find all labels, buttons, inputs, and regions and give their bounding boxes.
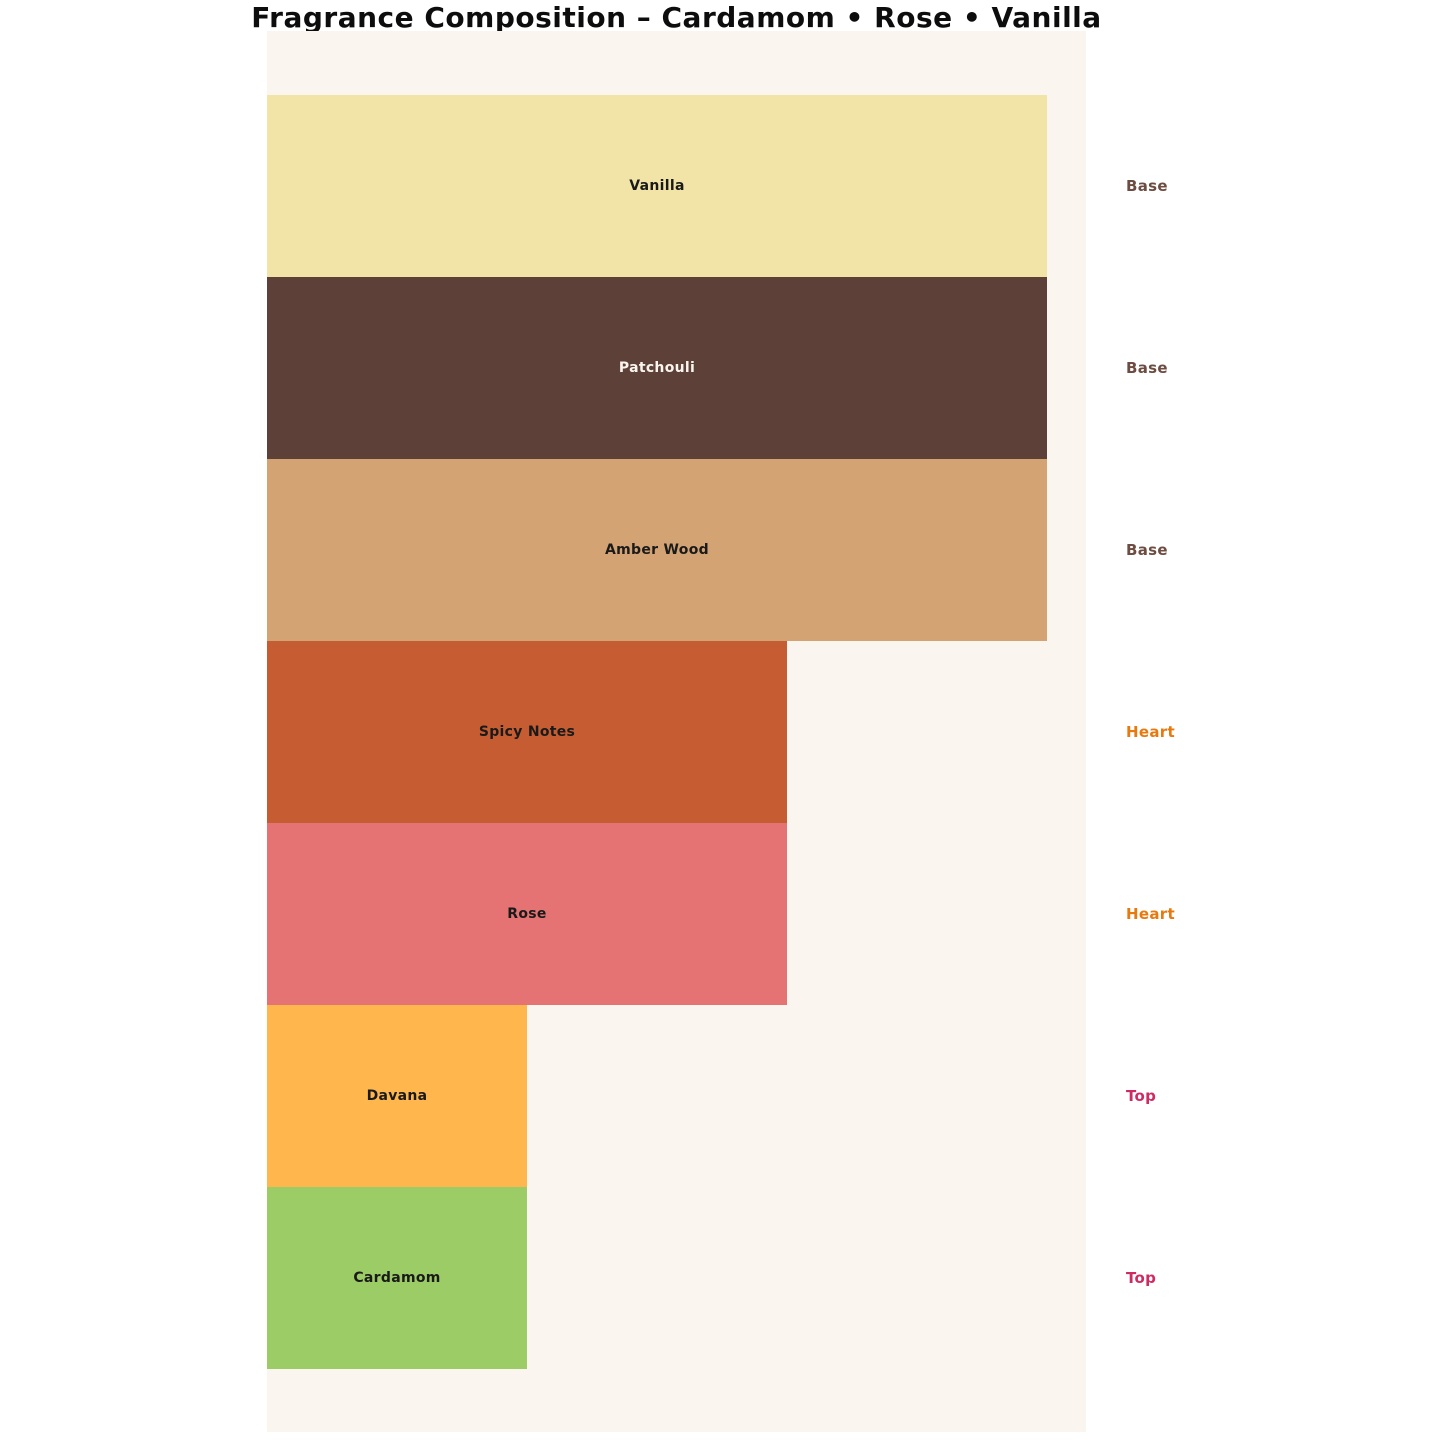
bar-label-davana: Davana bbox=[366, 1088, 428, 1104]
group-label-top: Top bbox=[1126, 1087, 1157, 1105]
plot-area: Vanilla Patchouli Amber Wood Spicy Notes Ros… bbox=[267, 31, 1086, 1432]
bar-vanilla: Vanilla bbox=[267, 95, 1047, 277]
bar-label-spicy-notes: Spicy Notes bbox=[478, 724, 576, 740]
bar-label-amber-wood: Amber Wood bbox=[605, 542, 709, 558]
bar-patchouli: Patchouli bbox=[267, 277, 1047, 459]
group-label-base: Base bbox=[1126, 177, 1168, 195]
group-label-heart: Heart bbox=[1126, 905, 1175, 923]
group-label-heart: Heart bbox=[1126, 723, 1175, 741]
bar-label-vanilla: Vanilla bbox=[629, 178, 685, 194]
bar-amber-wood: Amber Wood bbox=[267, 459, 1047, 641]
bar-cardamom: Cardamom bbox=[267, 1187, 527, 1369]
bar-rose: Rose bbox=[267, 823, 787, 1005]
group-label-base: Base bbox=[1126, 359, 1168, 377]
group-label-base: Base bbox=[1126, 541, 1168, 559]
bar-label-rose: Rose bbox=[507, 906, 547, 922]
bar-label-patchouli: Patchouli bbox=[618, 360, 696, 376]
bar-davana: Davana bbox=[267, 1005, 527, 1187]
group-label-top: Top bbox=[1126, 1269, 1157, 1287]
bar-label-cardamom: Cardamom bbox=[353, 1270, 441, 1286]
bar-spicy-notes: Spicy Notes bbox=[267, 641, 787, 823]
chart-title: Fragrance Composition – Cardamom • Rose … bbox=[251, 1, 1102, 34]
